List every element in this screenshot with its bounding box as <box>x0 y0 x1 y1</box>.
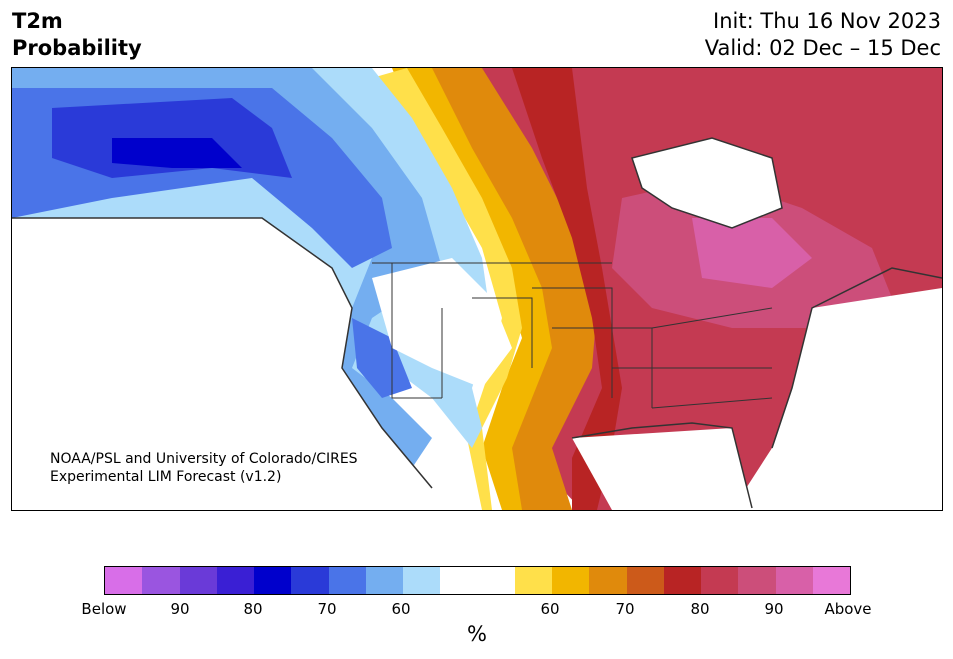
probability-map <box>12 68 942 510</box>
below-80-region <box>112 138 242 168</box>
colorbar-swatch <box>738 567 776 594</box>
forecast-dates: Init: Thu 16 Nov 2023 Valid: 02 Dec – 15… <box>705 8 941 62</box>
map-panel: NOAA/PSL and University of Colorado/CIRE… <box>11 67 943 511</box>
above-55-region <box>392 68 552 510</box>
colorbar-swatch <box>105 567 143 594</box>
below-70-southwest <box>352 318 412 398</box>
colorbar-swatch <box>291 567 329 594</box>
pacific-ocean <box>12 218 432 510</box>
colorbar-tick-label: 60 <box>540 600 560 618</box>
colorbar-tick-label: 90 <box>170 600 190 618</box>
map-credit: NOAA/PSL and University of Colorado/CIRE… <box>50 450 358 486</box>
colorbar-swatch <box>328 567 366 594</box>
gulf-of-mexico <box>572 428 752 510</box>
colorbar-swatch <box>626 567 664 594</box>
above-50-region <box>372 68 522 510</box>
colorbar-swatch <box>663 567 701 594</box>
colorbar-tick-label: 70 <box>317 600 337 618</box>
above-80-region <box>512 68 622 510</box>
colorbar-tick-label: 60 <box>391 600 411 618</box>
state-borders <box>372 262 773 409</box>
colorbar-unit: % <box>467 622 487 646</box>
colorbar-tick-label: 80 <box>243 600 263 618</box>
colorbar-swatch <box>701 567 739 594</box>
colorbar-swatch <box>365 567 403 594</box>
colorbar-tick-label: Above <box>824 600 872 618</box>
init-date: Init: Thu 16 Nov 2023 <box>713 9 941 33</box>
title-line-2: Probability <box>12 36 142 60</box>
coastlines <box>12 137 942 509</box>
colorbar-tick-label: 80 <box>690 600 710 618</box>
colorbar-swatch <box>589 567 627 594</box>
credit-line-2: Experimental LIM Forecast (v1.2) <box>50 469 282 485</box>
colorbar-tick-label: 70 <box>615 600 635 618</box>
colorbar-swatch <box>514 567 552 594</box>
colorbar-swatch <box>440 567 478 594</box>
colorbar-swatch <box>216 567 254 594</box>
colorbar-tick-label: Below <box>81 600 127 618</box>
colorbar-swatch <box>179 567 217 594</box>
colorbar-swatch <box>552 567 590 594</box>
atlantic-ocean <box>732 288 942 510</box>
credit-line-1: NOAA/PSL and University of Colorado/CIRE… <box>50 451 358 467</box>
valid-range: Valid: 02 Dec – 15 Dec <box>704 36 941 60</box>
colorbar <box>104 566 851 595</box>
colorbar-tick-label: 90 <box>764 600 784 618</box>
colorbar-swatch <box>477 567 515 594</box>
colorbar-swatch <box>403 567 441 594</box>
title-line-1: T2m <box>12 9 63 33</box>
chart-title: T2m Probability <box>12 8 142 62</box>
above-60-region <box>412 68 597 510</box>
above-95-region <box>692 218 812 288</box>
colorbar-swatch <box>142 567 180 594</box>
colorbar-swatch <box>775 567 813 594</box>
colorbar-swatch <box>812 567 850 594</box>
colorbar-swatch <box>254 567 292 594</box>
